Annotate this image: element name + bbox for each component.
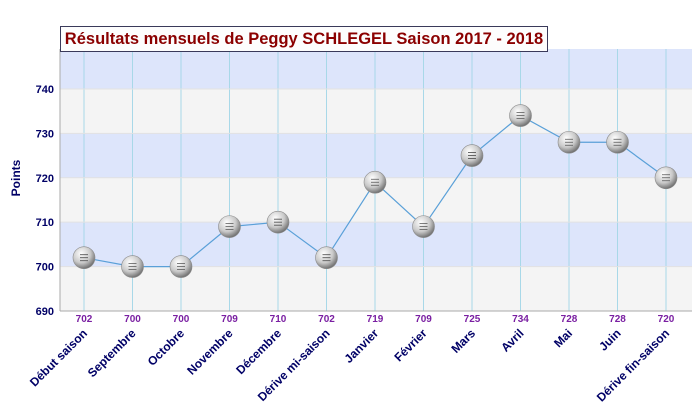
- x-tick-label: Début saison: [27, 326, 90, 389]
- x-tick-label: Septembre: [85, 326, 139, 380]
- marker-glyph: [177, 263, 185, 270]
- value-label: 719: [367, 314, 384, 325]
- ball-marker-icon: [169, 255, 193, 278]
- x-tick-label: Mars: [448, 326, 478, 356]
- x-tick-label: Janvier: [342, 326, 382, 366]
- chart-title-box: Résultats mensuels de Peggy SCHLEGEL Sai…: [60, 26, 548, 52]
- value-label: 728: [609, 314, 626, 325]
- series-markers: [72, 104, 678, 278]
- y-tick-label: 700: [36, 262, 54, 274]
- y-tick-labels: 690 700 710 720 730 740: [36, 84, 54, 318]
- marker-glyph: [322, 254, 331, 262]
- band: [60, 88, 692, 134]
- chart-title: Résultats mensuels de Peggy SCHLEGEL Sai…: [64, 29, 544, 48]
- x-tick-label: Mai: [551, 326, 575, 350]
- value-label: 710: [270, 314, 287, 325]
- x-tick-label: Juin: [596, 326, 623, 353]
- x-tick-label: Février: [391, 326, 429, 364]
- value-label: 700: [124, 314, 141, 325]
- value-label: 709: [221, 314, 238, 325]
- y-tick-label: 730: [36, 128, 54, 140]
- value-label: 734: [512, 314, 529, 325]
- marker-glyph: [565, 138, 573, 146]
- band: [60, 133, 692, 178]
- ball-marker-icon: [557, 130, 581, 154]
- value-label: 702: [76, 314, 93, 325]
- ball-marker-icon: [606, 130, 629, 154]
- y-tick-label: 710: [36, 217, 54, 229]
- y-tick-label: 720: [36, 173, 54, 185]
- marker-glyph: [662, 174, 670, 182]
- value-label: 725: [464, 314, 481, 325]
- ball-marker-icon: [121, 255, 144, 278]
- value-label: 720: [658, 314, 675, 325]
- ball-marker-icon: [412, 215, 435, 238]
- ball-marker-icon: [460, 144, 484, 167]
- marker-glyph: [516, 112, 525, 120]
- marker-glyph: [80, 254, 88, 262]
- background-bands: [60, 49, 692, 311]
- y-axis-label: Points: [9, 159, 23, 197]
- ball-marker-icon: [218, 215, 241, 238]
- ball-marker-icon: [266, 210, 290, 234]
- value-label: 709: [415, 314, 432, 325]
- marker-glyph: [274, 218, 282, 226]
- x-tick-label: Avril: [498, 326, 526, 354]
- ball-marker-icon: [315, 246, 338, 270]
- marker-glyph: [419, 223, 428, 231]
- band: [60, 266, 692, 311]
- y-tick-label: 740: [36, 84, 54, 96]
- x-tick-label: Novembre: [184, 326, 236, 378]
- marker-glyph: [225, 223, 234, 231]
- band: [60, 222, 692, 267]
- x-tick-label: Octobre: [145, 326, 188, 369]
- value-label: 702: [318, 314, 335, 325]
- value-label: 700: [173, 314, 190, 325]
- axes: [59, 49, 692, 312]
- marker-glyph: [128, 263, 137, 270]
- band: [60, 49, 692, 89]
- marker-glyph: [613, 138, 622, 146]
- ball-marker-icon: [509, 104, 532, 127]
- marker-glyph: [468, 152, 476, 159]
- ball-marker-icon: [654, 166, 678, 190]
- x-tick-label: Décembre: [233, 326, 284, 377]
- value-labels: 702 700 700 709 710 702 719 709 725 734 728 728 720: [76, 314, 675, 325]
- ball-marker-icon: [363, 170, 387, 194]
- ball-marker-icon: [72, 246, 96, 270]
- value-label: 728: [561, 314, 578, 325]
- marker-glyph: [371, 178, 379, 186]
- y-tick-label: 690: [36, 306, 54, 318]
